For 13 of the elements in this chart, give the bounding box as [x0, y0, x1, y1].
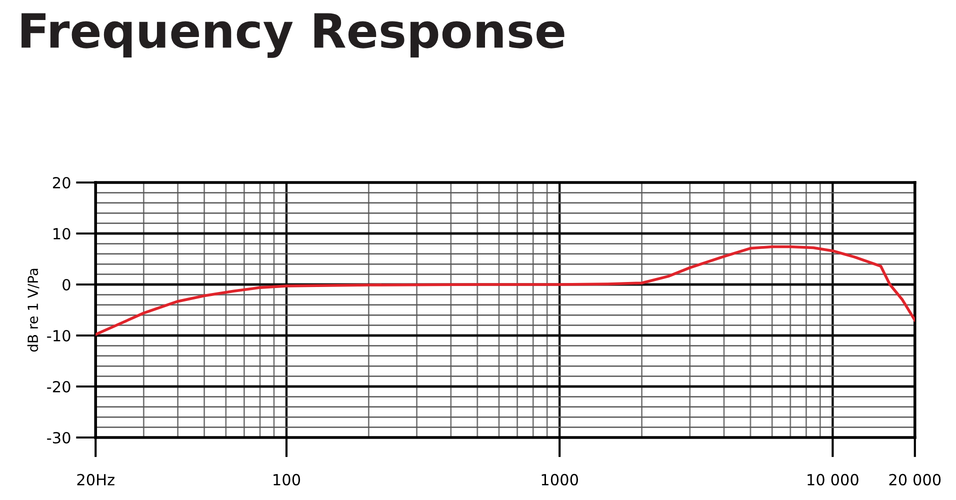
x-tick-label: 20 000: [889, 474, 941, 486]
y-tick-label: -10: [47, 330, 70, 342]
x-tick-label: 100: [274, 474, 300, 486]
y-tick-label: 10: [54, 228, 70, 240]
y-tick-label: 20: [52, 176, 70, 189]
y-tick-label: -30: [47, 432, 70, 444]
chart-title: Frequency Response: [22, 13, 564, 58]
x-tick-label: 1000: [542, 474, 578, 486]
x-tick-label: 20Hz: [77, 474, 114, 486]
x-tick-label: 10 000: [808, 474, 858, 486]
y-tick-label: -20: [47, 380, 70, 393]
y-axis-title: dB re 1 V/Pa: [27, 268, 40, 352]
y-tick-label: 0: [62, 278, 70, 291]
